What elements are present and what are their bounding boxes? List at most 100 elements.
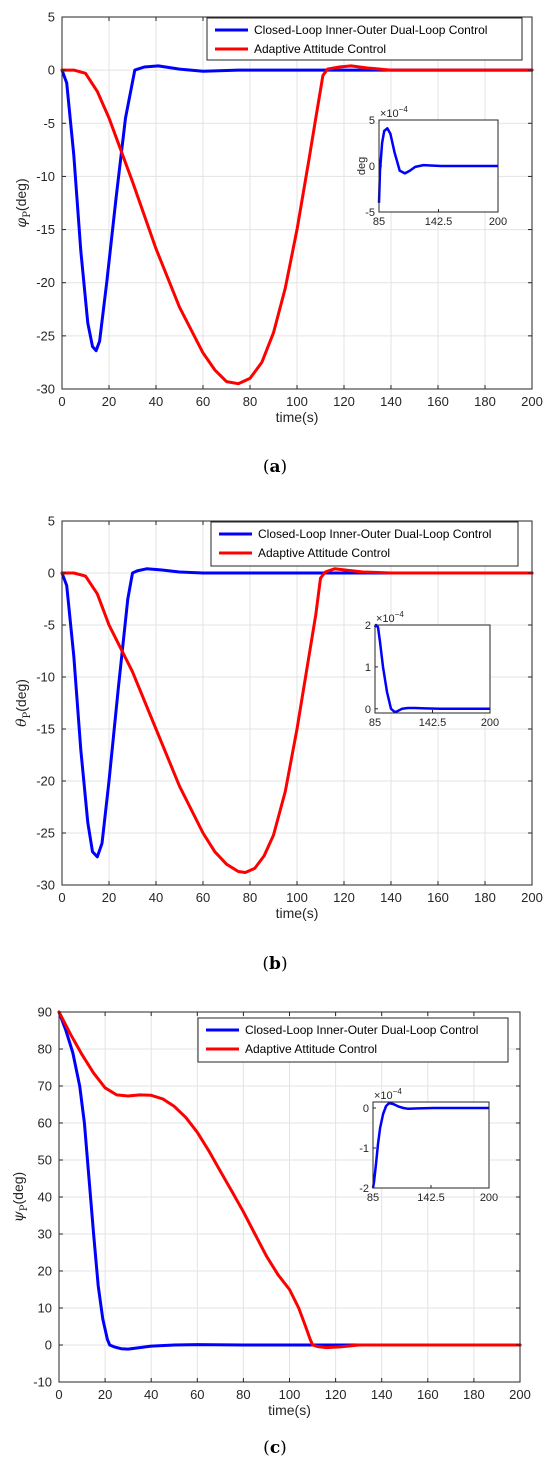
y-axis-unit: (deg) [13,178,29,211]
adaptive-series-line [60,64,534,386]
inset-x-tick-label: 200 [480,1192,498,1204]
x-tick-label: 0 [58,890,65,905]
y-tick-label: 70 [38,1079,52,1094]
y-axis-subscript: P [22,711,33,718]
inset-y-tick-label: 0 [369,161,375,173]
legend-box [206,17,523,61]
inset-series-line [377,127,498,203]
y-tick-label: 0 [48,63,55,78]
caption-open-paren: ( [263,457,270,477]
x-tick-label: 160 [427,890,449,905]
x-tick-label: 120 [333,890,355,905]
inset-chart: 85 142.5 200 5 0 -5 ×10−4 deg [356,105,507,228]
y-tick-label: 10 [38,1301,52,1316]
y-axis-label: φP(deg) [13,178,33,227]
inset-x-tick-label: 85 [369,717,381,729]
y-tick-label: 60 [38,1116,52,1131]
y-tick-label: 80 [38,1042,52,1057]
inset-multiplier-base: ×10 [376,613,395,625]
x-tick-label: 120 [325,1387,347,1402]
y-tick-label: -30 [36,382,55,397]
legend-adaptive-label: Adaptive Attitude Control [254,42,386,56]
x-tick-label: 140 [380,394,402,409]
inset-chart: 85 142.5 200 2 1 0 ×10−4 [365,610,499,729]
legend-closed-loop-label: Closed-Loop Inner-Outer Dual-Loop Contro… [254,23,487,37]
x-tick-label: 140 [371,1387,393,1402]
chart-c: 0 20 40 60 80 100 120 140 160 180 200-100102030405… [10,1005,531,1459]
y-tick-label: 5 [48,514,55,529]
caption-close-paren: ) [281,457,288,477]
closed-loop-series-line [57,1010,522,1351]
y-axis-subscript: P [19,1204,30,1211]
caption-letter: a [269,457,280,477]
caption-letter: b [269,954,281,974]
y-tick-label: -5 [43,116,55,131]
inset-y-tick-label: 0 [365,704,371,716]
inset-y-tick-label: 2 [365,620,371,632]
caption-open-paren: ( [263,1438,270,1458]
inset-x-tick-label: 85 [367,1192,379,1204]
y-tick-label: 40 [38,1190,52,1205]
x-tick-label: 60 [190,1387,204,1402]
x-tick-label: 200 [521,394,543,409]
inset-multiplier-base: ×10 [380,108,399,120]
y-axis-unit: (deg) [13,679,29,712]
figure-caption: (a) [263,457,287,477]
y-tick-label: -10 [36,670,55,685]
y-tick-label: 50 [38,1153,52,1168]
caption-close-paren: ) [280,1438,287,1458]
caption-letter: c [270,1438,280,1458]
inset-multiplier: ×10−4 [374,1087,402,1102]
x-tick-label: 180 [474,394,496,409]
y-axis-symbol: θ [14,718,30,727]
x-tick-label: 160 [427,394,449,409]
legend-box [197,1017,509,1063]
x-axis-label: time(s) [276,409,319,425]
legend: Closed-Loop Inner-Outer Dual-Loop Contro… [210,521,519,567]
x-axis-label: time(s) [276,905,319,921]
inset-y-tick-label: 0 [363,1103,369,1115]
chart-panel-a: 0 20 40 60 80 100 120 140 160 180 200 -30 -25 -20 -15 -… [0,0,550,489]
y-tick-label: 0 [48,566,55,581]
y-tick-label: -20 [36,275,55,290]
y-tick-label: -5 [43,618,55,633]
inset-x-tick-label: 142.5 [425,216,453,228]
inset-multiplier-exponent: −4 [399,105,409,114]
y-tick-label: 0 [45,1338,52,1353]
legend-closed-loop-label: Closed-Loop Inner-Outer Dual-Loop Contro… [245,1023,478,1037]
inset-y-tick-label: -1 [359,1143,369,1155]
x-tick-label: 0 [58,394,65,409]
legend-adaptive-label: Adaptive Attitude Control [245,1042,377,1056]
inset-y-tick-label: 5 [369,115,375,127]
inset-multiplier-exponent: −4 [393,1087,403,1096]
inset-y-axis-label: deg [356,157,368,175]
y-tick-label: 90 [38,1005,52,1020]
figure-caption: (b) [262,954,287,974]
x-tick-label: 160 [417,1387,439,1402]
inset-y-tick-label: -5 [365,207,375,219]
inset-chart: 85 142.5 200 0 -1 -2 ×10−4 [359,1087,498,1204]
y-tick-label: -30 [36,878,55,893]
y-axis-label: ψP(deg) [10,1172,30,1222]
x-axis-label: time(s) [268,1402,311,1418]
inset-series-line [371,1101,489,1189]
inset-x-tick-label: 200 [481,717,499,729]
adaptive-series-line [57,1010,522,1350]
x-tick-label: 60 [196,394,210,409]
x-tick-label: 100 [286,890,308,905]
y-tick-label: 20 [38,1264,52,1279]
inset-multiplier-exponent: −4 [395,610,405,619]
x-tick-label: 80 [243,890,257,905]
inset-multiplier: ×10−4 [376,610,404,625]
y-tick-label: -15 [36,722,55,737]
x-tick-label: 20 [102,394,116,409]
y-tick-label: -25 [36,328,55,343]
inset-y-tick-label: -2 [359,1183,369,1195]
chart-b: 0 20 40 60 80 100 120 140 160 180 200-30-25-20-15-… [13,514,543,975]
caption-close-paren: ) [281,954,288,974]
x-tick-label: 180 [474,890,496,905]
y-tick-label: -10 [36,169,55,184]
x-tick-label: 100 [286,394,308,409]
legend: Closed-Loop Inner-Outer Dual-Loop Contro… [206,17,523,61]
x-tick-label: 200 [509,1387,531,1402]
